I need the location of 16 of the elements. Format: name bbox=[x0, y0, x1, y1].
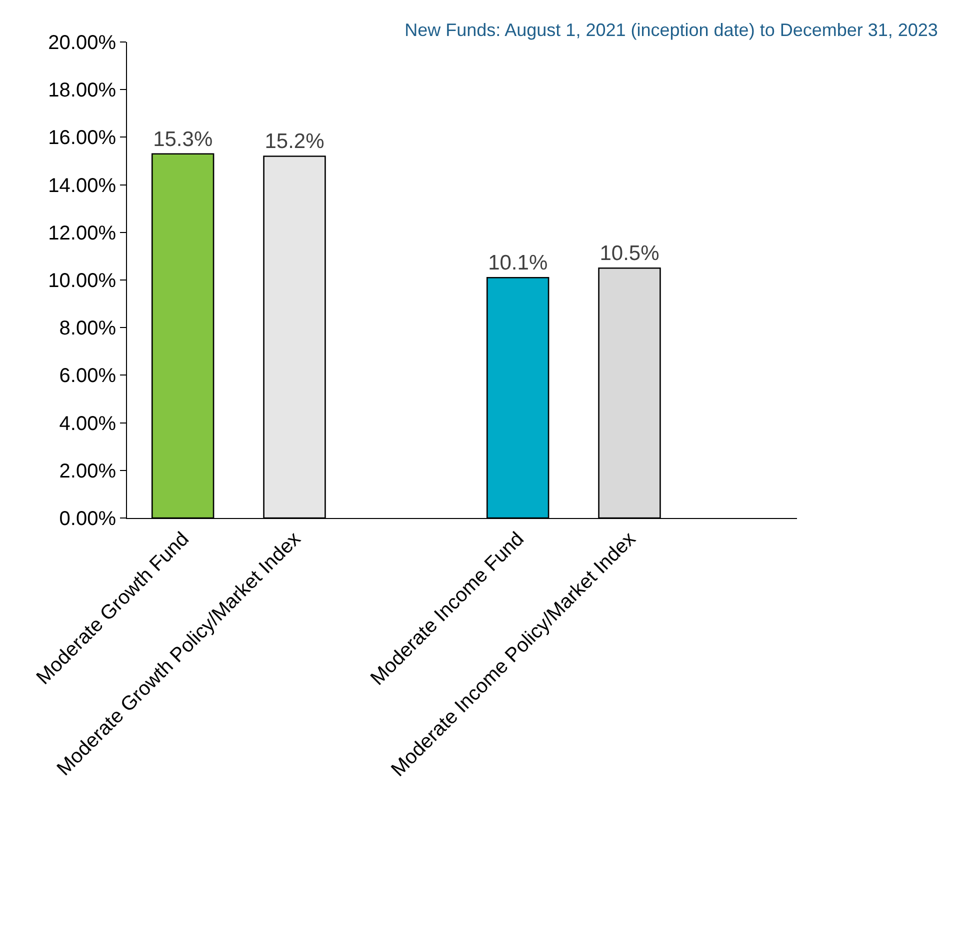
chart-title: New Funds: August 1, 2021 (inception date) to December 31, 2023 bbox=[404, 20, 938, 40]
y-tick-label: 0.00% bbox=[59, 508, 116, 530]
y-tick-label: 6.00% bbox=[59, 365, 116, 388]
data-label: 10.5% bbox=[600, 242, 660, 266]
y-tick-label: 12.00% bbox=[48, 222, 116, 244]
y-tick-label: 16.00% bbox=[48, 127, 116, 150]
y-tick-label: 10.00% bbox=[48, 270, 116, 292]
y-tick-label: 4.00% bbox=[59, 412, 116, 435]
data-label: 15.2% bbox=[264, 130, 324, 154]
y-tick-label: 18.00% bbox=[48, 80, 116, 102]
y-tick-label: 20.00% bbox=[48, 32, 116, 54]
data-label: 10.1% bbox=[488, 252, 548, 275]
y-tick-label: 8.00% bbox=[59, 318, 116, 340]
y-tick-label: 2.00% bbox=[59, 460, 116, 482]
data-label: 15.3% bbox=[153, 128, 213, 151]
y-tick-label: 14.00% bbox=[48, 174, 116, 197]
